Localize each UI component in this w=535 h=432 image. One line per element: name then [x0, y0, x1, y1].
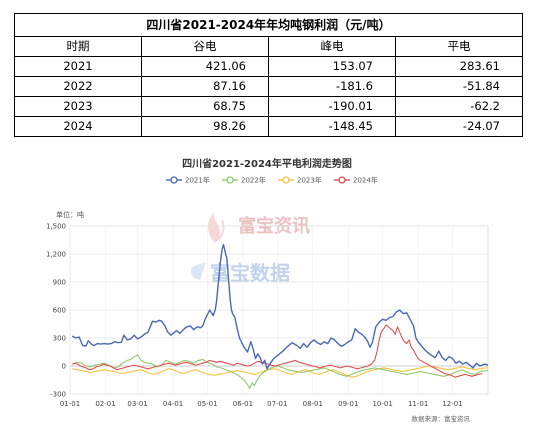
x-tick-label: 10-01 — [372, 400, 392, 408]
legend-swatch-marker — [226, 176, 234, 184]
legend-swatch-marker — [170, 176, 178, 184]
x-tick-label: 06-01 — [233, 400, 253, 408]
cell-peak: -190.01 — [268, 96, 396, 117]
x-tick-label: 08-01 — [303, 400, 323, 408]
header-valley: 谷电 — [141, 36, 269, 57]
table-row: 2023 68.75 -190.01 -62.2 — [14, 96, 523, 117]
y-tick-label: 300 — [53, 335, 66, 343]
table-title: 四川省2021-2024年年均吨钢利润（元/吨） — [14, 13, 523, 37]
table-row: 2022 87.16 -181.6 -51.84 — [14, 76, 523, 97]
cell-valley: 98.26 — [141, 116, 269, 137]
cell-peak: 153.07 — [268, 56, 396, 77]
series-line-2024年 — [72, 324, 483, 378]
x-tick-label: 07-01 — [267, 400, 287, 408]
x-tick-label: 01-01 — [60, 400, 80, 408]
table-row: 2024 98.26 -148.45 -24.07 — [14, 116, 523, 137]
cell-flat: -51.84 — [395, 76, 523, 97]
legend-label: 2024年 — [353, 176, 378, 185]
y-tick-label: -300 — [50, 391, 66, 399]
legend-item[interactable]: 2023年 — [278, 176, 322, 185]
header-flat: 平电 — [395, 36, 523, 57]
cell-valley: 421.06 — [141, 56, 269, 77]
header-peak: 峰电 — [268, 36, 396, 57]
cell-year: 2024 — [14, 116, 142, 137]
watermark-logo — [191, 212, 225, 280]
y-axis: -300 0 300 600 900 1,200 1,500 — [46, 223, 66, 399]
y-tick-label: 1,500 — [46, 223, 66, 231]
table-row: 2021 421.06 153.07 283.61 — [14, 56, 523, 77]
profit-trend-chart: 四川省2021-2024年平电利润走势图 2021年 2022年 2023年 2024… — [0, 150, 535, 432]
x-tick-label: 02-01 — [95, 400, 115, 408]
legend-label: 2023年 — [297, 176, 322, 185]
chart-grid — [69, 225, 489, 395]
series-line-2022年 — [72, 354, 488, 389]
y-tick-label: 1,200 — [46, 251, 66, 259]
series-line-2021年 — [71, 244, 489, 370]
cell-flat: -62.2 — [395, 96, 523, 117]
legend-item[interactable]: 2021年 — [166, 176, 210, 185]
cell-flat: 283.61 — [395, 56, 523, 77]
x-tick-label: 03-01 — [127, 400, 147, 408]
cell-year: 2021 — [14, 56, 142, 77]
y-tick-label: 900 — [53, 279, 66, 287]
chart-legend[interactable]: 2021年 2022年 2023年 2024年 — [166, 176, 378, 185]
legend-swatch-marker — [338, 176, 346, 184]
x-tick-label: 04-01 — [163, 400, 183, 408]
legend-item[interactable]: 2024年 — [334, 176, 378, 185]
legend-swatch-marker — [282, 176, 290, 184]
unit-label: 单位：吨 — [56, 210, 84, 219]
legend-item[interactable]: 2022年 — [222, 176, 266, 185]
x-tick-label: 11-01 — [408, 400, 428, 408]
y-tick-label: 600 — [53, 307, 66, 315]
x-axis: 01-01 02-01 03-01 04-01 05-01 06-01 07-01 08-01… — [60, 400, 463, 408]
x-tick-label: 12-01 — [442, 400, 462, 408]
cell-year: 2022 — [14, 76, 142, 97]
chart-title: 四川省2021-2024年平电利润走势图 — [182, 157, 352, 170]
cell-valley: 68.75 — [141, 96, 269, 117]
cell-flat: -24.07 — [395, 116, 523, 137]
legend-label: 2021年 — [185, 176, 210, 185]
cell-peak: -148.45 — [268, 116, 396, 137]
cell-valley: 87.16 — [141, 76, 269, 97]
watermark-text-mid: 富宝数据 — [210, 261, 290, 285]
series-line-2023年 — [72, 365, 488, 378]
chart-series — [71, 244, 489, 389]
header-period: 时期 — [14, 36, 142, 57]
cell-peak: -181.6 — [268, 76, 396, 97]
y-tick-label: 0 — [62, 363, 66, 371]
cell-year: 2023 — [14, 96, 142, 117]
profit-table: 四川省2021-2024年年均吨钢利润（元/吨） 时期 谷电 峰电 平电 202… — [14, 13, 523, 137]
x-tick-label: 09-01 — [338, 400, 358, 408]
x-tick-label: 05-01 — [197, 400, 217, 408]
legend-label: 2022年 — [241, 176, 266, 185]
source-note: 数据来源：富宝资讯 — [412, 414, 471, 423]
